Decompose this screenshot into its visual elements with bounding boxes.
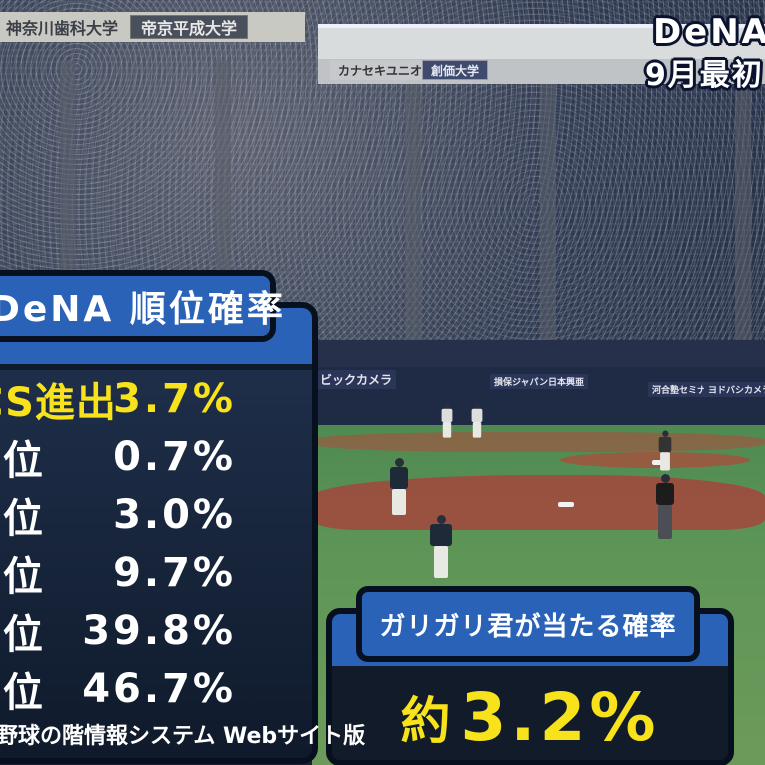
ad-banner: 創価大学 <box>422 60 489 80</box>
rank-value: 9.7% <box>113 550 236 596</box>
rank-row-cs: CS進出 3.7% <box>0 370 306 428</box>
rank-probability-panel: CS進出 3.7% 2位 0.7% 3位 3.0% 4位 9.7% 5位 39.… <box>0 302 318 764</box>
ad-banner: カナセキユニオン <box>330 60 443 80</box>
fielder <box>390 458 408 515</box>
garigari-panel-header: ガリガリ君が当たる確率 <box>356 586 700 662</box>
rank-label: CS進出 <box>0 380 117 426</box>
second-base <box>558 502 574 507</box>
pitching-plate <box>652 460 668 465</box>
rank-label: 6位 <box>0 670 44 716</box>
wall-ad: ヨドバシカメラ <box>704 382 765 397</box>
garigari-panel-title: ガリガリ君が当たる確率 <box>379 611 677 642</box>
garigari-probability: 約 3.2% <box>326 672 734 762</box>
umpire <box>656 474 674 539</box>
broadcast-title: DeNA 9月最初 <box>645 12 765 94</box>
rank-label: 3位 <box>0 496 44 542</box>
wall-ad: 損保ジャパン日本興亜 <box>490 374 589 389</box>
pitcher <box>658 430 672 471</box>
rank-row-4th: 4位 9.7% <box>0 544 306 602</box>
outfielder <box>441 403 453 438</box>
infield-dirt-arc <box>312 432 765 452</box>
approx-prefix: 約 <box>400 692 451 750</box>
rank-label: 5位 <box>0 612 44 658</box>
rank-row-5th: 5位 39.8% <box>0 602 306 660</box>
rank-panel-header: DeNA 順位確率 <box>0 270 283 342</box>
title-line-team: DeNA <box>652 12 765 52</box>
fielder <box>430 515 452 578</box>
outfield-wall: ビックカメラ 損保ジャパン日本興亜 河合塾セミナー ヨドバシカメラ <box>312 340 765 430</box>
rank-value: 39.8% <box>82 608 236 654</box>
stadium-ad-banner-top: 神奈川歯科大学 帝京平成大学 <box>0 12 305 42</box>
rank-row-3rd: 3位 3.0% <box>0 486 306 544</box>
wall-ad: 河合塾セミナー <box>648 382 720 397</box>
rank-value: 3.0% <box>113 492 236 538</box>
ad-text: 帝京平成大学 <box>130 15 249 39</box>
title-line-subtitle: 9月最初 <box>644 58 764 93</box>
probability-value: 3.2% <box>460 678 660 756</box>
data-source-caption: 野球の階情報システム Webサイト版 <box>0 724 366 749</box>
rank-label: 4位 <box>0 554 44 600</box>
wall-ad: ビックカメラ <box>316 370 397 389</box>
rank-panel-title: DeNA 順位確率 <box>0 289 286 330</box>
stand-aisle <box>405 60 421 345</box>
ad-text: 神奈川歯科大学 <box>6 19 119 38</box>
outfielder <box>471 403 483 438</box>
rank-value: 0.7% <box>113 434 236 480</box>
rank-value: 46.7% <box>82 666 236 712</box>
rank-row-2nd: 2位 0.7% <box>0 428 306 486</box>
rank-label: 2位 <box>0 438 44 484</box>
rank-value: 3.7% <box>113 376 236 422</box>
stand-aisle <box>735 60 751 345</box>
panel-body: CS進出 3.7% 2位 0.7% 3位 3.0% 4位 9.7% 5位 39.… <box>0 370 312 758</box>
stand-aisle <box>540 60 556 345</box>
rank-row-6th: 6位 46.7% <box>0 660 306 718</box>
infield-dirt <box>312 475 765 530</box>
